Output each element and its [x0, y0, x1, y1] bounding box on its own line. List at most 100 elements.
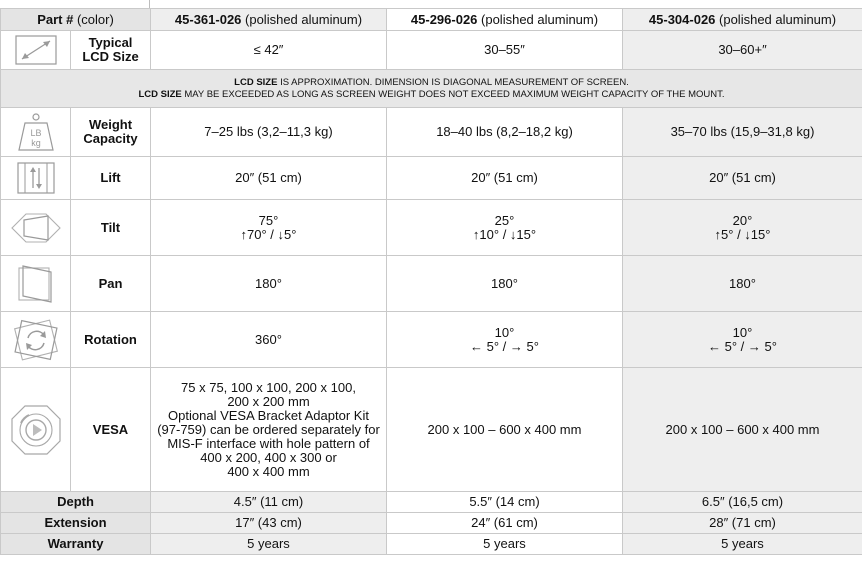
- value-cell: 10° ← 5° / → 5°: [623, 312, 862, 368]
- row-tilt: Tilt 75° ↑70° / ↓5° 25° ↑10° / ↓15° 20° ↑5°…: [1, 200, 862, 256]
- part-number: 45-361-026: [175, 12, 242, 27]
- warranty-label: Warranty: [1, 534, 151, 555]
- part-col-1: 45-361-026 (polished aluminum): [151, 9, 387, 31]
- value-cell: 30–60+″: [623, 31, 862, 70]
- value-cell: 5 years: [623, 534, 862, 555]
- value-line: 25°: [391, 214, 618, 228]
- lcd-note-row: LCD SIZE IS APPROXIMATION. DIMENSION IS …: [1, 70, 862, 108]
- value-cell: 28″ (71 cm): [623, 513, 862, 534]
- value-cell: 35–70 lbs (15,9–31,8 kg): [623, 108, 862, 157]
- value-cell: 17″ (43 cm): [151, 513, 387, 534]
- lcd-icon-cell: [1, 31, 71, 70]
- value-cell: 7–25 lbs (3,2–11,3 kg): [151, 108, 387, 157]
- lcd-note: LCD SIZE IS APPROXIMATION. DIMENSION IS …: [1, 70, 862, 108]
- row-depth: Depth 4.5″ (11 cm) 5.5″ (14 cm) 6.5″ (16…: [1, 492, 862, 513]
- top-divider: [0, 0, 862, 8]
- diagonal-arrow-icon: [12, 33, 60, 67]
- lcd-label: Typical LCD Size: [71, 31, 151, 70]
- value-cell: 20″ (51 cm): [623, 157, 862, 200]
- value-line: 75 x 75, 100 x 100, 200 x 100,: [155, 381, 382, 395]
- value-cell: 10° ← 5° / → 5°: [387, 312, 623, 368]
- value-cell: ≤ 42″: [151, 31, 387, 70]
- note-bold: LCD SIZE: [138, 89, 181, 100]
- value-cell: 24″ (61 cm): [387, 513, 623, 534]
- part-header-rest: (color): [73, 12, 113, 27]
- part-color: (polished aluminum): [477, 12, 598, 27]
- value-cell: 5 years: [151, 534, 387, 555]
- value-line: ↑10° / ↓15°: [391, 228, 618, 242]
- vesa-label: VESA: [71, 368, 151, 492]
- tilt-icon: [8, 206, 64, 250]
- weight-label-line1: Weight: [75, 118, 146, 132]
- value-cell: 180°: [623, 256, 862, 312]
- value-cell: 30–55″: [387, 31, 623, 70]
- part-color: (polished aluminum): [715, 12, 836, 27]
- vesa-icon-cell: [1, 368, 71, 492]
- value-line: 400 x 200, 400 x 300 or: [155, 451, 382, 465]
- value-cell: 75° ↑70° / ↓5°: [151, 200, 387, 256]
- row-pan: Pan 180° 180° 180°: [1, 256, 862, 312]
- value-line: 200 x 200 mm: [155, 395, 382, 409]
- lift-icon: [14, 160, 58, 196]
- weight-icon-kg: kg: [31, 138, 41, 148]
- part-color: (polished aluminum): [241, 12, 362, 27]
- value-cell: 4.5″ (11 cm): [151, 492, 387, 513]
- extension-label: Extension: [1, 513, 151, 534]
- row-warranty: Warranty 5 years 5 years 5 years: [1, 534, 862, 555]
- value-line: ↑70° / ↓5°: [155, 228, 382, 242]
- part-number: 45-296-026: [411, 12, 478, 27]
- part-number: 45-304-026: [649, 12, 716, 27]
- lift-label: Lift: [71, 157, 151, 200]
- note-text: MAY BE EXCEEDED AS LONG AS SCREEN WEIGHT…: [182, 89, 725, 100]
- value-line: 360°: [155, 333, 382, 347]
- value-cell: 20° ↑5° / ↓15°: [623, 200, 862, 256]
- note-bold: LCD SIZE: [234, 77, 277, 88]
- weight-icon-cell: LB kg: [1, 108, 71, 157]
- value-cell: 20″ (51 cm): [387, 157, 623, 200]
- rotation-label: Rotation: [71, 312, 151, 368]
- part-col-2: 45-296-026 (polished aluminum): [387, 9, 623, 31]
- depth-label: Depth: [1, 492, 151, 513]
- weight-label: Weight Capacity: [71, 108, 151, 157]
- value-line: (97-759) can be ordered separately for: [155, 423, 382, 437]
- tilt-icon-cell: [1, 200, 71, 256]
- lcd-label-line1: Typical: [75, 36, 146, 50]
- value-line: 10°: [627, 326, 858, 340]
- value-line: 400 x 400 mm: [155, 465, 382, 479]
- note-line-1: LCD SIZE IS APPROXIMATION. DIMENSION IS …: [5, 77, 858, 89]
- row-rotation: Rotation 360° 10° ← 5° / → 5° 10° ← 5° / →…: [1, 312, 862, 368]
- value-line: MIS-F interface with hole pattern of: [155, 437, 382, 451]
- note-text: IS APPROXIMATION. DIMENSION IS DIAGONAL …: [277, 77, 628, 88]
- header-row: Part # (color) 45-361-026 (polished alum…: [1, 9, 862, 31]
- part-header-bold: Part #: [37, 12, 73, 27]
- value-line: ↑5° / ↓15°: [627, 228, 858, 242]
- pan-icon: [13, 262, 59, 306]
- value-cell: 200 x 100 – 600 x 400 mm: [387, 368, 623, 492]
- value-line: 20°: [627, 214, 858, 228]
- row-vesa: VESA 75 x 75, 100 x 100, 200 x 100, 200 …: [1, 368, 862, 492]
- top-tick: [149, 0, 150, 8]
- value-cell: 25° ↑10° / ↓15°: [387, 200, 623, 256]
- value-cell: 18–40 lbs (8,2–18,2 kg): [387, 108, 623, 157]
- weight-label-line2: Capacity: [75, 132, 146, 146]
- vesa-icon: [9, 403, 63, 457]
- rotation-icon: [9, 317, 63, 363]
- row-lcd-size: Typical LCD Size ≤ 42″ 30–55″ 30–60+″: [1, 31, 862, 70]
- value-cell: 360°: [151, 312, 387, 368]
- spec-table: Part # (color) 45-361-026 (polished alum…: [0, 8, 862, 555]
- value-cell: 180°: [387, 256, 623, 312]
- value-cell: 200 x 100 – 600 x 400 mm: [623, 368, 862, 492]
- pan-label: Pan: [71, 256, 151, 312]
- value-cell: 20″ (51 cm): [151, 157, 387, 200]
- value-line: Optional VESA Bracket Adaptor Kit: [155, 409, 382, 423]
- value-cell: 75 x 75, 100 x 100, 200 x 100, 200 x 200…: [151, 368, 387, 492]
- rotation-icon-cell: [1, 312, 71, 368]
- part-header-cell: Part # (color): [1, 9, 151, 31]
- value-cell: 6.5″ (16,5 cm): [623, 492, 862, 513]
- part-col-3: 45-304-026 (polished aluminum): [623, 9, 862, 31]
- value-cell: 180°: [151, 256, 387, 312]
- value-line: ← 5° / → 5°: [627, 340, 858, 354]
- note-line-2: LCD SIZE MAY BE EXCEEDED AS LONG AS SCRE…: [5, 89, 858, 101]
- lift-icon-cell: [1, 157, 71, 200]
- value-line: ← 5° / → 5°: [391, 340, 618, 354]
